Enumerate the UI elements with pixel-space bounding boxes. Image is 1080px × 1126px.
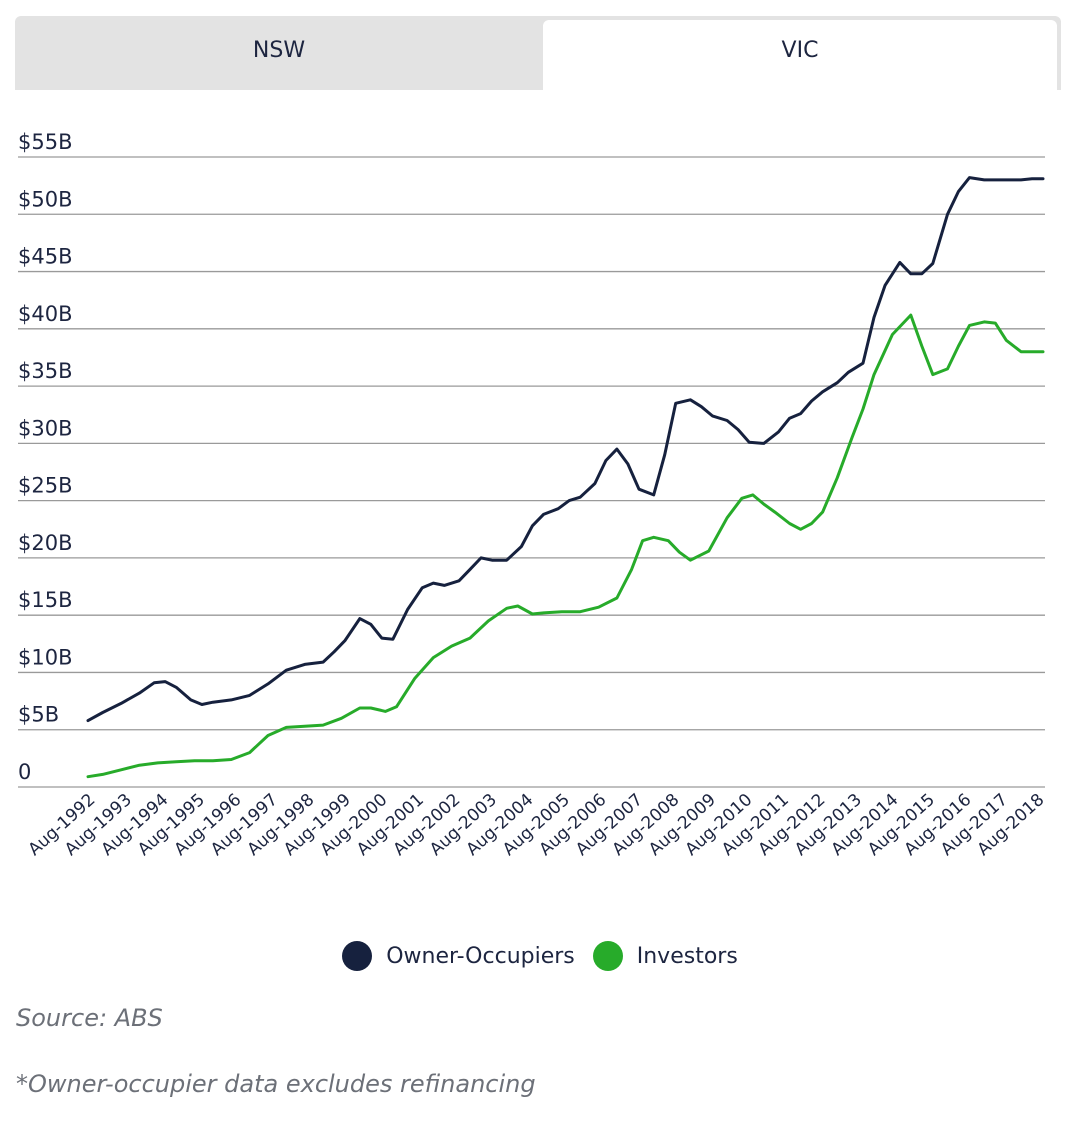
owner-occupiers-series-line[interactable] — [86, 176, 1045, 723]
y-tick-label: $30B — [18, 416, 73, 440]
y-axis-ticks: 0 $5B $10B $15B $20B $25B $30B $35B $40B $45B $50B… — [18, 130, 73, 784]
state-tabs: NSW VIC — [15, 16, 1061, 90]
legend: Owner-Occupiers Investors — [0, 936, 1080, 976]
legend-label-owner-occupiers: Owner-Occupiers — [386, 943, 575, 969]
y-tick-label: $55B — [18, 130, 73, 154]
tab-nsw[interactable]: NSW — [252, 38, 306, 63]
investors-series-line[interactable] — [86, 313, 1045, 779]
y-tick-label: $40B — [18, 302, 73, 326]
grid-lines — [18, 156, 1045, 788]
series-lines — [86, 176, 1045, 779]
legend-item-owner-occupiers[interactable]: Owner-Occupiers — [342, 941, 575, 971]
y-tick-label: $10B — [18, 645, 73, 669]
y-tick-label: $5B — [18, 703, 59, 727]
footnote: *Owner-occupier data excludes refinancin… — [16, 1070, 536, 1098]
y-tick-label: $35B — [18, 359, 73, 383]
y-tick-label: 0 — [18, 760, 31, 784]
y-tick-label: $20B — [18, 531, 73, 555]
line-chart: 0 $5B $10B $15B $20B $25B $30B $35B $40B $45B $50B… — [18, 130, 1049, 860]
legend-label-investors: Investors — [636, 943, 738, 969]
y-tick-label: $50B — [18, 187, 73, 211]
y-tick-label: $15B — [18, 588, 73, 612]
x-axis-ticks: Aug-1992Aug-1993Aug-1994Aug-1995Aug-1996… — [25, 790, 1049, 860]
tab-vic[interactable]: VIC — [543, 20, 1057, 90]
source-note: Source: ABS — [16, 1004, 163, 1032]
investors-legend-dot — [592, 941, 623, 971]
y-tick-label: $25B — [18, 474, 73, 498]
legend-item-investors[interactable]: Investors — [592, 941, 738, 971]
y-tick-label: $45B — [18, 245, 73, 269]
owner-occupiers-legend-dot — [342, 941, 373, 971]
